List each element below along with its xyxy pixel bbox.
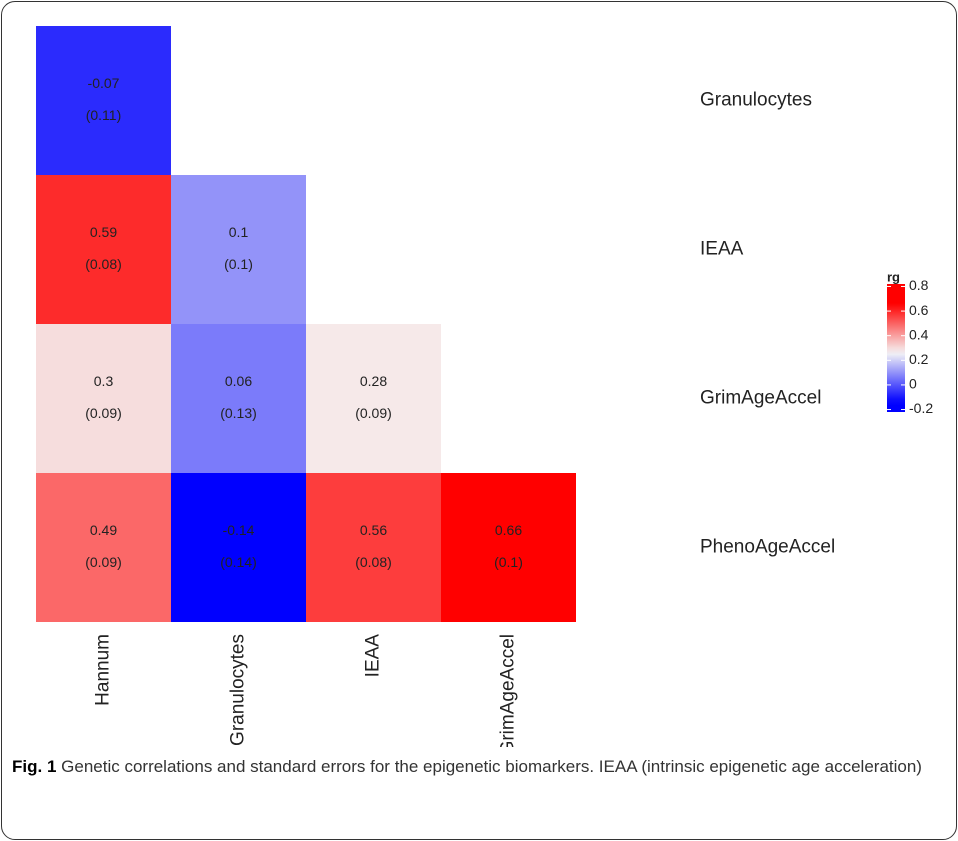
column-label: GrimAgeAccel <box>498 634 519 747</box>
colorbar <box>887 284 905 412</box>
cell-error: (0.1) <box>224 256 253 272</box>
cell-error: (0.13) <box>220 405 257 421</box>
cell-error: (0.11) <box>86 107 122 123</box>
heatmap-cell <box>171 324 306 473</box>
legend-title: rg <box>887 269 900 284</box>
cell-value: 0.3 <box>94 373 114 389</box>
column-label: Granulocytes <box>228 634 249 746</box>
cell-error: (0.08) <box>355 554 392 570</box>
colorbar-tick-label: 0.8 <box>909 277 929 293</box>
cell-error: (0.09) <box>85 405 122 421</box>
cell-value: 0.1 <box>229 224 249 240</box>
row-label: Granulocytes <box>700 90 812 111</box>
cell-error: (0.09) <box>85 554 122 570</box>
heatmap-cell <box>441 473 576 622</box>
cell-value: 0.59 <box>90 224 117 240</box>
cell-error: (0.1) <box>494 554 523 570</box>
cell-value: 0.06 <box>225 373 252 389</box>
cell-error: (0.14) <box>220 554 257 570</box>
colorbar-tick-label: 0 <box>909 376 917 392</box>
caption: Fig. 1 Genetic correlations and standard… <box>12 754 942 780</box>
cell-value: 0.66 <box>495 522 522 538</box>
cell-value: -0.14 <box>223 522 255 538</box>
heatmap-cell <box>306 473 441 622</box>
colorbar-tick-label: 0.6 <box>909 302 929 318</box>
column-label: Hannum <box>93 634 114 706</box>
row-label: PhenoAgeAccel <box>700 537 835 558</box>
colorbar-tick-label: -0.2 <box>909 400 933 416</box>
heatmap-cell <box>36 473 171 622</box>
row-label: GrimAgeAccel <box>700 388 821 409</box>
heatmap-cell <box>36 175 171 324</box>
heatmap-cell <box>36 26 171 175</box>
caption-text: Genetic correlations and standard errors… <box>61 757 922 776</box>
row-label: IEAA <box>700 239 744 260</box>
cell-value: 0.28 <box>360 373 387 389</box>
cell-value: -0.07 <box>88 75 120 91</box>
caption-label: Fig. 1 <box>12 757 57 776</box>
cell-error: (0.09) <box>355 405 392 421</box>
heatmap-cell <box>171 175 306 324</box>
heatmap-cell <box>36 324 171 473</box>
chart: rg Granulocytes -0.07 (0.11) IEAA 0.59 (0.08)… <box>36 26 933 747</box>
cell-value: 0.56 <box>360 522 387 538</box>
column-label: IEAA <box>363 634 384 678</box>
colorbar-tick-label: 0.2 <box>909 351 929 367</box>
heatmap-cell <box>171 473 306 622</box>
colorbar-tick-label: 0.4 <box>909 326 929 342</box>
heatmap-cell <box>306 324 441 473</box>
cell-value: 0.49 <box>90 522 117 538</box>
cell-error: (0.08) <box>85 256 122 272</box>
